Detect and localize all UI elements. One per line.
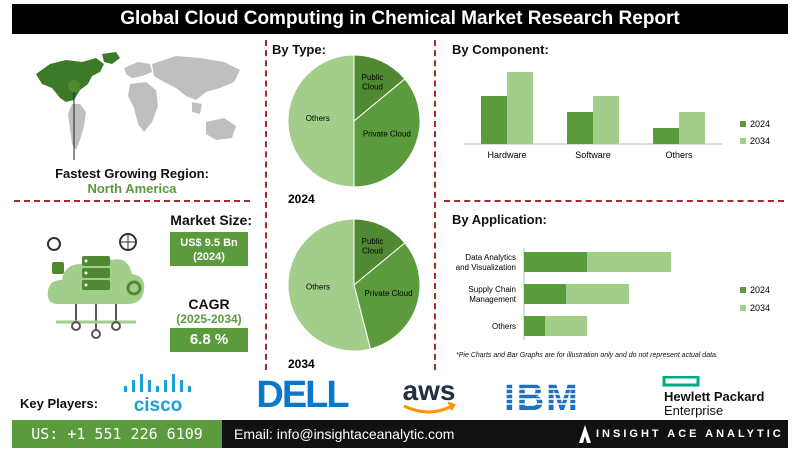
divider-left-horizontal	[14, 200, 250, 202]
disclaimer-note: *Pie Charts and Bar Graphs are for illus…	[456, 352, 718, 359]
pie-slice	[287, 54, 355, 188]
cisco-logo: cisco	[124, 374, 191, 414]
bar	[653, 128, 679, 144]
y-tick-label: Others	[492, 322, 516, 331]
pie-slice	[353, 242, 421, 350]
bar	[566, 284, 629, 304]
bar	[524, 316, 545, 336]
region-value: North America	[87, 181, 177, 196]
market-size-value: US$ 9.5 Bn	[180, 237, 238, 249]
cisco-wordmark: cisco	[134, 395, 183, 414]
pie-slice	[353, 218, 406, 287]
brand-logo-icon	[579, 425, 591, 443]
pie-slice-label: Public Cloud	[362, 73, 384, 92]
legend-label: 2024	[750, 285, 770, 295]
pie-chart-2034: Public Cloud Private Cloud Others 2034	[287, 218, 421, 370]
by-component-title: By Component:	[452, 42, 549, 57]
region-label: Fastest Growing Region:	[55, 166, 209, 181]
world-map-icon	[36, 52, 240, 160]
dell-logo: DELL	[256, 374, 351, 414]
bar	[587, 252, 671, 272]
application-bar-chart: Data Analytics and Visualization Supply Ch…	[456, 248, 770, 340]
bar	[524, 252, 587, 272]
key-players-label: Key Players:	[20, 396, 99, 411]
pie-slice-label: Private Cloud	[363, 129, 411, 138]
y-tick-label: Data Analytics and Visualization	[456, 253, 516, 272]
legend-label: 2024	[750, 119, 770, 129]
map-pin-icon	[68, 80, 80, 160]
aws-logo: aws	[403, 375, 456, 414]
pie-slice-label: Others	[306, 283, 330, 292]
bar	[679, 112, 705, 144]
divider-right	[434, 40, 436, 370]
pie-slice-label: Others	[306, 114, 330, 123]
pie-slice-label: Private Cloud	[365, 289, 413, 298]
legend-label: 2034	[750, 136, 770, 146]
cloud-server-icon	[47, 233, 145, 339]
footer-email: Email: info@insightaceanalytic.com	[222, 420, 574, 448]
cagr-value: 6.8 %	[170, 328, 248, 352]
x-tick-label: Software	[575, 150, 611, 160]
footer-brand-text: INSIGHT ACE ANALYTIC	[596, 428, 784, 440]
bar	[524, 284, 566, 304]
component-bar-chart: Hardware Software Others 2024 2034	[464, 72, 770, 160]
footer-brand: INSIGHT ACE ANALYTIC	[574, 420, 788, 448]
pie-slice	[287, 218, 372, 352]
aws-wordmark: aws	[403, 375, 456, 406]
ibm-wordmark: IBM	[504, 377, 580, 416]
pie-chart-2024: Public Cloud Private Cloud Others 2024	[287, 54, 421, 204]
bar	[507, 72, 533, 144]
bar	[567, 112, 593, 144]
pie-caption-2034: 2034	[288, 357, 315, 370]
market-size-label: Market Size:	[170, 212, 252, 228]
pie-slice	[353, 78, 421, 188]
divider-right-horizontal	[444, 200, 784, 202]
bar	[593, 96, 619, 144]
legend-label: 2034	[750, 303, 770, 313]
hpe-wordmark-line2: Enterprise	[664, 403, 723, 418]
ibm-logo: IBM	[502, 377, 582, 416]
legend-swatch	[740, 138, 746, 144]
by-type-title: By Type:	[272, 42, 326, 57]
x-tick-label: Hardware	[487, 150, 526, 160]
report-title: Global Cloud Computing in Chemical Marke…	[12, 4, 788, 34]
hpe-wordmark-line1: Hewlett Packard	[664, 389, 764, 404]
divider-left	[265, 40, 267, 370]
market-size-box: US$ 9.5 Bn (2024)	[170, 232, 248, 266]
bar	[545, 316, 587, 336]
hpe-logo: Hewlett Packard Enterprise	[662, 376, 764, 418]
y-tick-label: Supply Chain Management	[468, 285, 516, 304]
cagr-period: (2025-2034)	[176, 312, 242, 326]
footer-phone: US: +1 551 226 6109	[12, 420, 222, 448]
market-size-year: (2024)	[193, 251, 225, 263]
by-application-title: By Application:	[452, 212, 547, 227]
x-tick-label: Others	[665, 150, 693, 160]
legend-swatch	[740, 121, 746, 127]
pie-slice-label: Public Cloud	[362, 237, 384, 256]
pie-slice	[353, 54, 406, 123]
bar	[481, 96, 507, 144]
pie-caption-2024: 2024	[288, 192, 315, 204]
legend-swatch	[740, 287, 746, 293]
cagr-label: CAGR	[188, 296, 230, 312]
dell-wordmark: DELL	[256, 374, 349, 414]
legend-swatch	[740, 305, 746, 311]
